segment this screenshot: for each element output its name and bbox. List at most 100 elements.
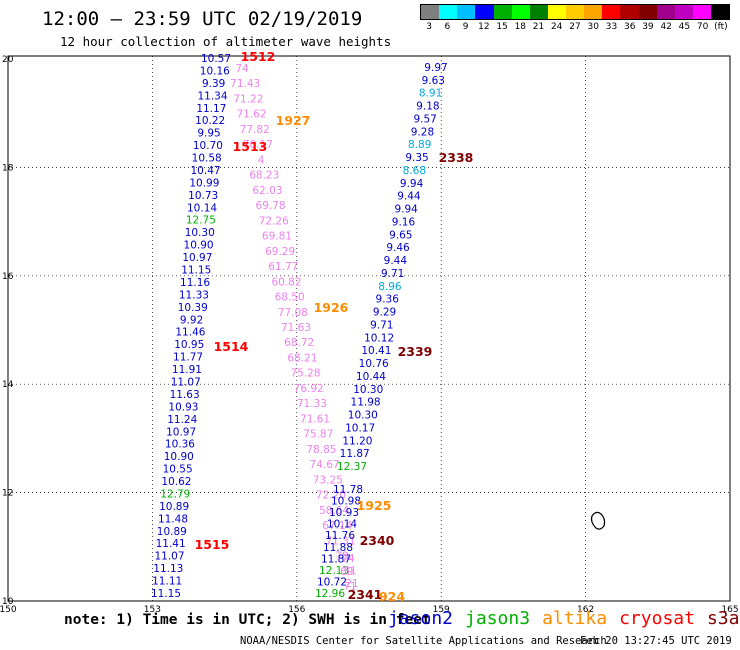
wave-height-value: 11.24 xyxy=(167,414,197,426)
wave-height-value: 9.35 xyxy=(405,152,428,164)
wave-height-value: 9.44 xyxy=(384,255,408,267)
wave-height-value: 78.85 xyxy=(306,444,336,456)
wave-height-value: 10.30 xyxy=(185,227,215,239)
wave-height-value: 8.68 xyxy=(403,165,426,177)
wave-height-value: 10.62 xyxy=(161,476,191,488)
wave-height-value: 11.87 xyxy=(321,553,351,565)
wave-height-value: 9.95 xyxy=(197,128,220,140)
wave-height-value: 78. xyxy=(335,551,352,563)
lat-tick-label: 20 xyxy=(2,55,14,65)
wave-height-value: 10.99 xyxy=(189,177,219,189)
wave-height-value: 10.89 xyxy=(159,501,189,513)
wave-height-value: 12.96 xyxy=(315,588,345,600)
scale-swatch xyxy=(457,5,476,19)
wave-height-value: 10.58 xyxy=(192,153,222,165)
lat-tick-label: 16 xyxy=(2,272,14,282)
scale-label: 12 xyxy=(478,22,490,32)
island-outline xyxy=(590,511,606,530)
scale-swatch xyxy=(511,5,530,19)
scale-swatch xyxy=(674,5,693,19)
scale-label: 15 xyxy=(496,22,508,32)
wave-height-value: 10.30 xyxy=(353,384,383,396)
wave-height-value: 12.13 xyxy=(319,565,349,577)
lon-tick-label: 153 xyxy=(144,605,161,615)
scale-swatch xyxy=(584,5,603,19)
wave-height-value: 10.70 xyxy=(193,140,223,152)
wave-height-value: 72.26 xyxy=(259,215,289,227)
wave-height-value: 10.97 xyxy=(166,426,196,438)
scale-label: 45 xyxy=(678,22,691,32)
wave-height-value: 9.71 xyxy=(381,268,404,280)
wave-height-value: 12.37 xyxy=(337,461,367,473)
time-labels: 1512 1927 1513 2338 1926 1514 2339 1925 1515 2340… xyxy=(195,49,474,604)
scale-swatch xyxy=(547,5,566,19)
wave-height-value: 69 xyxy=(340,566,353,578)
wave-height-value: 9.44 xyxy=(397,191,421,203)
pass-time-label: 1515 xyxy=(195,537,230,552)
map-title: 12:00 — 23:59 UTC 02/19/2019 xyxy=(42,8,363,30)
lat-tick-label: 12 xyxy=(2,489,13,499)
wave-height-value: 76.92 xyxy=(294,383,324,395)
wave-height-value: 10.93 xyxy=(168,401,198,413)
wave-height-value: 74.67 xyxy=(310,459,340,471)
map-subtitle: 12 hour collection of altimeter wave hei… xyxy=(60,34,392,49)
pass-time-label: 2340 xyxy=(360,533,395,548)
wave-height-value: 77.82 xyxy=(240,124,270,136)
wave-height-value: 75.28 xyxy=(290,368,320,380)
lon-tick-label: 159 xyxy=(433,605,450,615)
wave-height-value: 10.93 xyxy=(329,507,359,519)
wave-height-value: 10.41 xyxy=(361,345,391,357)
wave-height-value: 11.87 xyxy=(340,448,370,460)
wave-height-value: 10.30 xyxy=(348,410,378,422)
wave-height-value: 11.98 xyxy=(351,397,381,409)
scale-swatch xyxy=(493,5,512,19)
pass-time-label: 1513 xyxy=(233,139,268,154)
wave-height-value: 10.39 xyxy=(178,302,208,314)
lat-tick-label: 14 xyxy=(2,380,14,390)
wave-height-value: 72.20 xyxy=(316,490,346,502)
wave-height-value: 71.31 xyxy=(325,535,355,547)
wave-height-value: 71.22 xyxy=(233,93,263,105)
wave-height-value: 9.97 xyxy=(424,62,447,74)
satellite-altika: altika xyxy=(542,608,608,629)
pass-time-label: 1927 xyxy=(276,113,311,128)
wave-height-value: 11.20 xyxy=(342,435,372,447)
wave-height-value: 71.33 xyxy=(297,398,327,410)
scale-label: 3 xyxy=(426,22,432,32)
footnote: note: 1) Time is in UTC; 2) SWH is in fe… xyxy=(64,612,431,628)
wave-height-value: 10.73 xyxy=(188,190,218,202)
scale-label: 21 xyxy=(532,22,545,32)
wave-height-value: 12.79 xyxy=(160,488,190,500)
wave-height-value: 9.92 xyxy=(180,314,203,326)
wave-height-value: 11.46 xyxy=(175,327,205,339)
wave-height-value: 10.90 xyxy=(184,240,214,252)
scale-label: 70 xyxy=(696,22,709,32)
wave-height-value: 10.47 xyxy=(191,165,221,177)
pass-time-label: 2341 xyxy=(348,587,383,602)
scale-label: 24 xyxy=(551,22,563,32)
wave-height-value: 11.15 xyxy=(151,588,181,600)
satellite-s3a: s3a xyxy=(706,608,740,629)
wave-height-value: 10.98 xyxy=(331,496,361,508)
wave-height-value: 75.87 xyxy=(303,429,333,441)
wave-height-value: 10.76 xyxy=(359,358,389,370)
wave-height-value: 51 xyxy=(343,566,356,578)
scale-label: 18 xyxy=(514,22,527,32)
scale-label: 36 xyxy=(623,22,636,32)
wave-height-value: 68.72 xyxy=(284,337,314,349)
generation-timestamp: Feb 20 13:27:45 UTC 2019 xyxy=(580,635,732,647)
wave-height-value: 11.13 xyxy=(153,563,183,575)
wave-height-value: 9.39 xyxy=(202,78,225,90)
wave-height-value: 69.78 xyxy=(256,200,286,212)
pass-time-label: 1512 xyxy=(241,49,276,64)
wave-height-value: 9.71 xyxy=(370,319,393,331)
wave-height-value: 11.07 xyxy=(171,376,201,388)
lat-tick-label: 10 xyxy=(2,597,14,607)
wave-height-value: 11.63 xyxy=(170,389,200,401)
wave-height-value: 9.57 xyxy=(413,113,436,125)
scale-swatch xyxy=(475,5,494,19)
pass-time-label: 1926 xyxy=(314,300,349,315)
wave-height-value: 61.77 xyxy=(268,261,298,273)
lon-tick-label: 156 xyxy=(288,605,305,615)
